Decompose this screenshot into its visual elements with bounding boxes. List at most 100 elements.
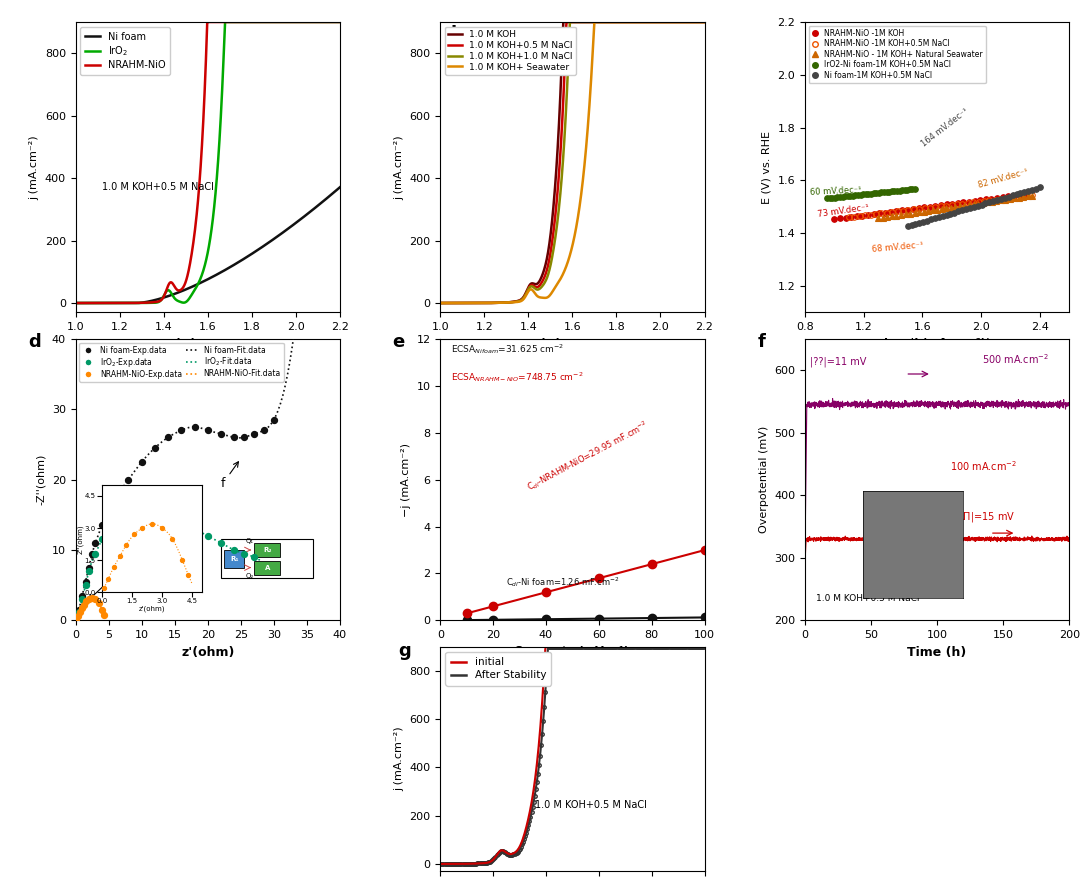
Point	[73, 601, 91, 615]
Text: 1.0 M KOH+0.5 M NaCl: 1.0 M KOH+0.5 M NaCl	[154, 348, 258, 357]
Point	[83, 590, 100, 605]
Point	[199, 423, 216, 437]
Point	[160, 508, 177, 522]
Point	[160, 430, 177, 444]
Bar	[221, 539, 313, 578]
Point	[80, 564, 97, 578]
Point	[113, 508, 131, 522]
Point	[77, 575, 94, 589]
Y-axis label: j (mA.cm⁻²): j (mA.cm⁻²)	[29, 135, 39, 200]
Text: 82 mV.dec⁻¹: 82 mV.dec⁻¹	[976, 167, 1029, 190]
Text: ECSA$_{Ni foam}$=31.625 cm$^{-2}$: ECSA$_{Ni foam}$=31.625 cm$^{-2}$	[450, 341, 564, 356]
Point	[70, 603, 87, 617]
Point	[78, 594, 95, 608]
Text: c: c	[815, 25, 826, 43]
Point	[73, 589, 91, 603]
Text: Q₁: Q₁	[246, 538, 254, 544]
Point	[226, 543, 243, 557]
Point	[90, 596, 107, 610]
Text: e: e	[393, 334, 405, 351]
Point	[73, 592, 91, 606]
Text: |??|=11 mV: |??|=11 mV	[810, 356, 866, 367]
Y-axis label: j (mA.cm⁻²): j (mA.cm⁻²)	[394, 135, 404, 200]
Text: Q₂: Q₂	[246, 573, 254, 579]
Legend: initial, After Stability: initial, After Stability	[445, 652, 552, 686]
Text: C$_{dl}$-NRAHM-NiO=29.95 mF.cm$^{-2}$: C$_{dl}$-NRAHM-NiO=29.95 mF.cm$^{-2}$	[525, 418, 651, 494]
Point	[75, 598, 92, 612]
Text: 164 mV.dec⁻¹: 164 mV.dec⁻¹	[919, 106, 970, 148]
Point	[199, 529, 216, 543]
Bar	[254, 543, 281, 557]
Legend: NRAHM-NiO -1M KOH, NRAHM-NiO -1M KOH+0.5M NaCl, NRAHM-NiO - 1M KOH+ Natural Seaw: NRAHM-NiO -1M KOH, NRAHM-NiO -1M KOH+0.5…	[809, 26, 986, 83]
Point	[146, 501, 163, 515]
Point	[93, 518, 110, 532]
Point	[120, 473, 137, 487]
Text: R₂: R₂	[262, 547, 271, 553]
Text: ECSA$_{NRAHM-NiO}$=748.75 cm$^{-2}$: ECSA$_{NRAHM-NiO}$=748.75 cm$^{-2}$	[450, 370, 583, 384]
Text: 500 mA.cm$^{-2}$: 500 mA.cm$^{-2}$	[982, 352, 1049, 366]
X-axis label: z'(ohm): z'(ohm)	[181, 646, 234, 658]
X-axis label: E (V) vs. RHE: E (V) vs. RHE	[527, 338, 618, 350]
Y-axis label: j (mA.cm⁻²): j (mA.cm⁻²)	[394, 727, 404, 791]
Point	[133, 455, 150, 469]
Text: 1.0 M KOH+0.5 M NaCl: 1.0 M KOH+0.5 M NaCl	[102, 182, 214, 193]
Point	[93, 532, 110, 546]
Text: 68 mV.dec⁻¹: 68 mV.dec⁻¹	[870, 240, 923, 253]
Point	[245, 550, 262, 564]
Point	[86, 592, 104, 606]
Point	[186, 522, 203, 536]
Point	[266, 413, 283, 427]
Point	[213, 536, 230, 550]
Text: 60 mV.dec⁻¹: 60 mV.dec⁻¹	[809, 185, 862, 197]
Point	[245, 427, 262, 441]
Text: f: f	[221, 462, 239, 489]
Point	[93, 603, 110, 617]
Point	[86, 536, 104, 550]
Point	[173, 423, 190, 437]
Point	[100, 504, 118, 518]
X-axis label: Scan rate (mV.s⁻¹): Scan rate (mV.s⁻¹)	[515, 646, 630, 656]
Text: 100 mA.cm$^{-2}$: 100 mA.cm$^{-2}$	[950, 459, 1017, 473]
Point	[71, 605, 89, 619]
Point	[83, 546, 100, 561]
Point	[226, 430, 243, 444]
Text: b: b	[450, 25, 463, 43]
Text: g: g	[399, 642, 410, 660]
Legend: Ni foam-Exp.data, IrO$_2$-Exp.data, NRAHM-NiO-Exp.data, Ni foam-Fit.data, IrO$_2: Ni foam-Exp.data, IrO$_2$-Exp.data, NRAH…	[80, 342, 284, 382]
Text: |$\Delta\Pi$|=15 mV: |$\Delta\Pi$|=15 mV	[953, 510, 1015, 524]
Text: f: f	[757, 334, 766, 351]
X-axis label: Time (h): Time (h)	[907, 646, 967, 658]
Point	[104, 518, 121, 532]
Point	[133, 497, 150, 511]
Point	[186, 420, 203, 434]
Y-axis label: Overpotential (mV): Overpotential (mV)	[758, 426, 769, 533]
X-axis label: Log |j (mA.cm⁻²)|: Log |j (mA.cm⁻²)|	[885, 338, 990, 348]
Point	[123, 501, 140, 515]
Y-axis label: −j (mA.cm⁻²): −j (mA.cm⁻²)	[401, 443, 410, 517]
Text: 73 mV.dec⁻¹: 73 mV.dec⁻¹	[816, 203, 869, 219]
Text: a: a	[86, 25, 98, 43]
Legend: 1.0 M KOH, 1.0 M KOH+0.5 M NaCl, 1.0 M KOH+1.0 M NaCl, 1.0 M KOH+ Seawater: 1.0 M KOH, 1.0 M KOH+0.5 M NaCl, 1.0 M K…	[445, 26, 577, 75]
Text: A: A	[265, 565, 270, 570]
Point	[213, 427, 230, 441]
Point	[173, 515, 190, 529]
Point	[86, 546, 104, 561]
Text: d: d	[28, 334, 41, 351]
Text: R₁: R₁	[230, 556, 239, 561]
Point	[95, 608, 112, 622]
Point	[146, 441, 163, 455]
Point	[110, 487, 127, 501]
Point	[235, 430, 253, 444]
Point	[68, 612, 85, 626]
Point	[69, 609, 86, 623]
Legend: Ni foam, IrO$_2$, NRAHM-NiO: Ni foam, IrO$_2$, NRAHM-NiO	[81, 27, 171, 76]
Bar	[225, 550, 244, 568]
Text: 1.0 M KOH+0.5 M NaCl: 1.0 M KOH+0.5 M NaCl	[815, 594, 919, 603]
Point	[80, 592, 97, 606]
Point	[255, 423, 272, 437]
Y-axis label: -Z''(ohm): -Z''(ohm)	[37, 454, 46, 505]
Point	[80, 561, 97, 575]
X-axis label: E (V) vs. RHE: E (V) vs. RHE	[162, 338, 254, 350]
Y-axis label: E (V) vs. RHE: E (V) vs. RHE	[761, 131, 772, 203]
Point	[235, 546, 253, 561]
